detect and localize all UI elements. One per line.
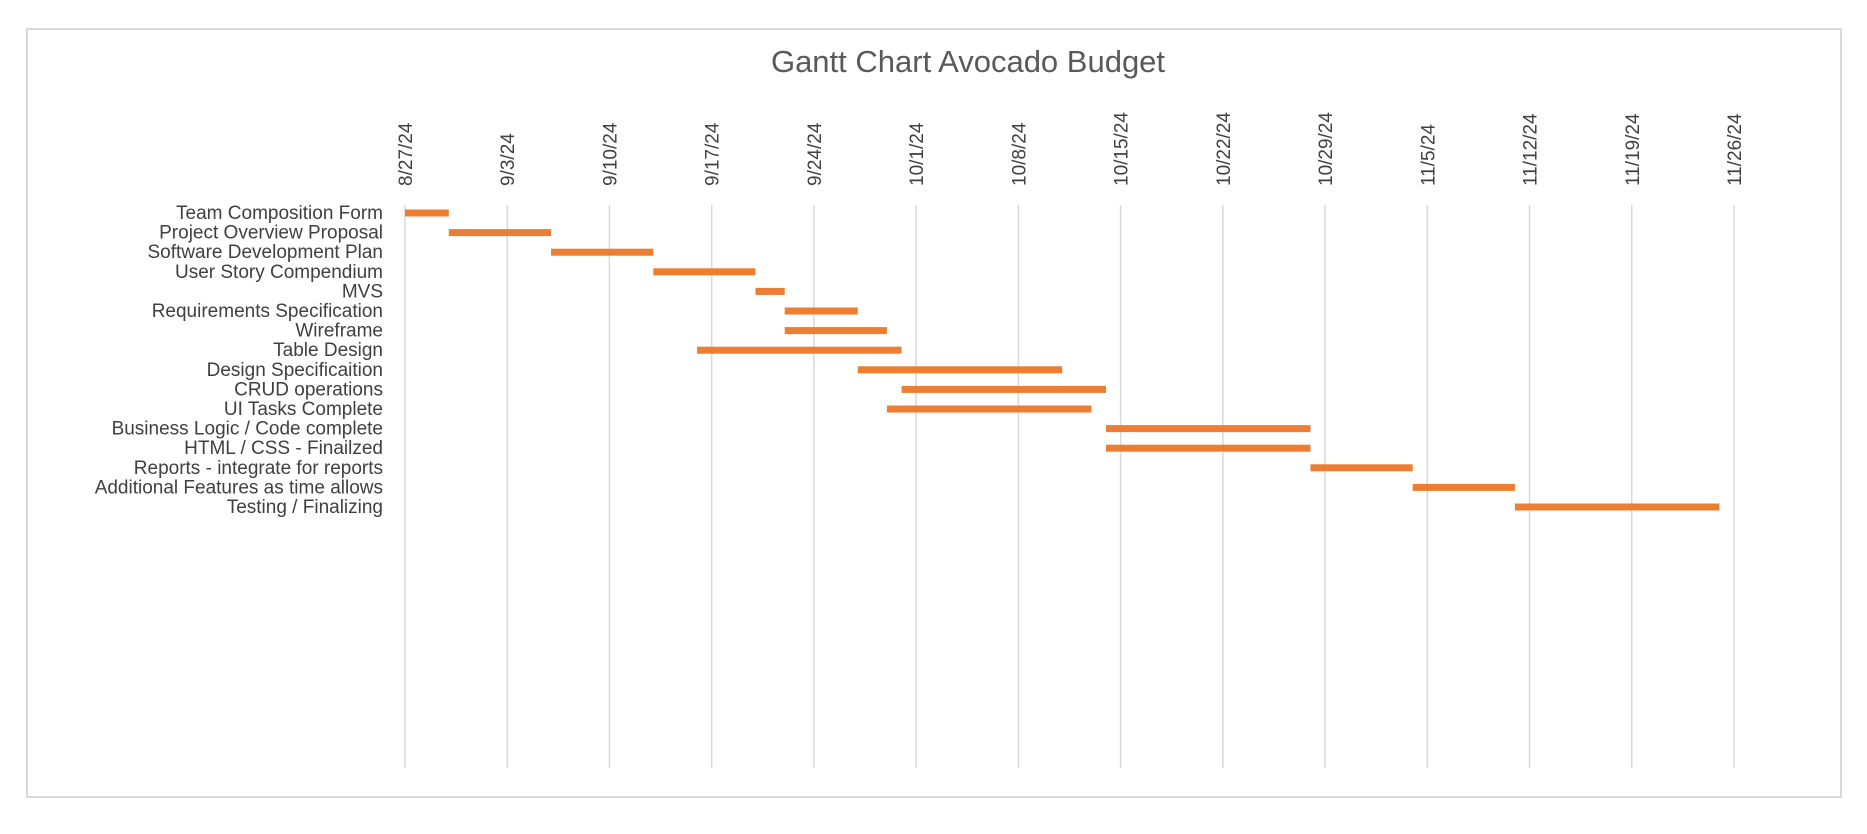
task-bar xyxy=(653,268,756,276)
gridlines xyxy=(404,205,1735,768)
task-label: Software Development Plan xyxy=(147,242,383,263)
task-label: UI Tasks Complete xyxy=(224,399,383,420)
task-bar xyxy=(448,229,552,237)
task-label: Wireframe xyxy=(295,321,383,342)
task-bar xyxy=(886,405,1092,413)
task-bar xyxy=(857,366,1063,374)
chart-frame xyxy=(26,28,1842,798)
task-label: Testing / Finalizing xyxy=(227,497,383,518)
x-tick-label: 8/27/24 xyxy=(396,122,417,186)
x-tick-label: 11/5/24 xyxy=(1418,124,1439,186)
x-tick-label: 10/22/24 xyxy=(1214,112,1235,186)
task-bars xyxy=(405,209,1720,511)
task-bar xyxy=(755,287,785,295)
x-axis-ticks: 8/27/24 9/3/24 9/10/24 9/17/24 9/24/24 10/1/2… xyxy=(396,112,1746,186)
task-bar xyxy=(1514,503,1720,511)
task-label: User Story Compendium xyxy=(175,262,383,283)
task-label: HTML / CSS - Finailzed xyxy=(184,438,383,459)
task-bar xyxy=(1106,425,1311,433)
task-label: Requirements Specification xyxy=(152,301,383,322)
task-bar xyxy=(1106,444,1311,452)
task-bar xyxy=(784,307,858,315)
task-label: Project Overview Proposal xyxy=(159,223,383,244)
x-tick-label: 10/8/24 xyxy=(1009,122,1030,186)
task-bar xyxy=(1412,483,1515,491)
task-bar xyxy=(697,346,902,354)
x-tick-label: 10/1/24 xyxy=(907,122,928,186)
task-label: Additional Features as time allows xyxy=(95,477,383,498)
task-label: Design Specificaition xyxy=(207,360,383,381)
task-bar xyxy=(1310,464,1413,472)
task-label: Table Design xyxy=(273,340,383,361)
x-tick-label: 10/29/24 xyxy=(1316,112,1337,186)
x-tick-label: 11/12/24 xyxy=(1521,113,1542,186)
x-tick-label: 9/17/24 xyxy=(703,122,724,186)
chart-title: Gantt Chart Avocado Budget xyxy=(770,44,1166,79)
task-label: CRUD operations xyxy=(234,379,383,400)
task-label: MVS xyxy=(342,281,383,302)
task-bar xyxy=(901,385,1107,393)
x-tick-label: 9/24/24 xyxy=(805,122,826,186)
task-bar xyxy=(405,209,449,217)
x-tick-label: 9/3/24 xyxy=(498,133,519,186)
x-tick-label: 11/26/24 xyxy=(1725,113,1746,186)
task-bar xyxy=(551,248,654,256)
x-tick-label: 9/10/24 xyxy=(600,122,621,186)
x-tick-label: 10/15/24 xyxy=(1112,112,1133,186)
task-label: Business Logic / Code complete xyxy=(112,419,383,440)
task-bar xyxy=(784,327,887,335)
x-tick-label: 11/19/24 xyxy=(1623,113,1644,186)
task-label: Team Composition Form xyxy=(176,203,383,224)
task-label: Reports - integrate for reports xyxy=(134,458,383,479)
